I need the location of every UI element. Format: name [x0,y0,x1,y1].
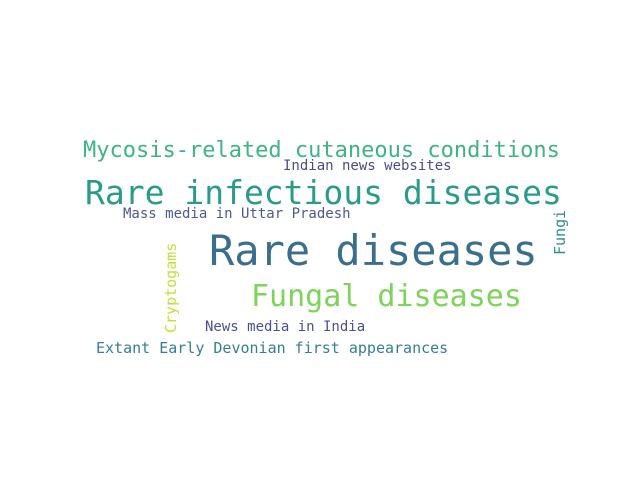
word-mycosis-related-cutaneous-conditions: Mycosis-related cutaneous conditions [83,138,560,163]
word-indian-news-websites: Indian news websites [283,158,452,174]
word-extant-early-devonian-first-appearances: Extant Early Devonian first appearances [96,339,449,357]
word-rare-diseases: Rare diseases [209,226,538,275]
word-news-media-in-india: News media in India [205,319,366,335]
word-rare-infectious-diseases: Rare infectious diseases [85,173,562,212]
word-cryptogams: Cryptogams [162,242,180,333]
word-mass-media-in-uttar-pradesh: Mass media in Uttar Pradesh [123,206,351,222]
word-fungal-diseases: Fungal diseases [251,279,522,314]
word-fungi: Fungi [551,209,569,255]
word-cloud: Mycosis-related cutaneous conditions Ind… [80,133,580,367]
